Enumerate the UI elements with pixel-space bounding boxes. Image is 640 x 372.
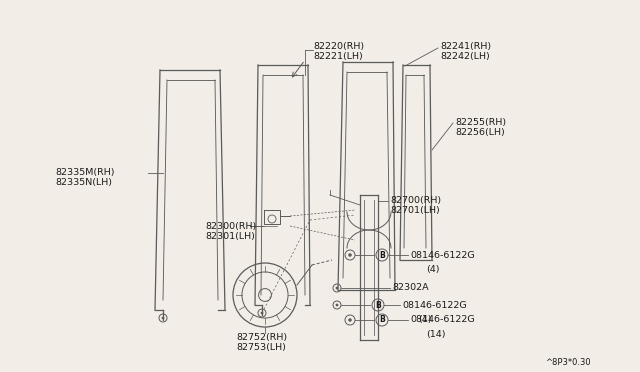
Circle shape [161, 317, 164, 320]
Text: 82335M(RH): 82335M(RH) [55, 168, 115, 177]
Circle shape [335, 304, 339, 307]
Text: B: B [379, 250, 385, 260]
Text: 08146-6122G: 08146-6122G [410, 250, 475, 260]
Circle shape [348, 318, 352, 322]
Text: 82220(RH): 82220(RH) [313, 42, 364, 51]
Text: 82752(RH): 82752(RH) [236, 333, 287, 342]
Text: (4): (4) [418, 315, 431, 324]
Text: (4): (4) [426, 265, 440, 274]
Text: 82300(RH): 82300(RH) [205, 222, 256, 231]
Text: ^8P3*0.30: ^8P3*0.30 [545, 358, 591, 367]
Text: B: B [375, 301, 381, 310]
Circle shape [260, 312, 264, 314]
Text: 82242(LH): 82242(LH) [440, 52, 490, 61]
Text: 08146-6122G: 08146-6122G [410, 315, 475, 324]
Text: 08146-6122G: 08146-6122G [402, 301, 467, 310]
Text: 82301(LH): 82301(LH) [205, 232, 255, 241]
Circle shape [335, 286, 339, 289]
Text: 82302A: 82302A [392, 283, 429, 292]
Text: 82255(RH): 82255(RH) [455, 118, 506, 127]
Text: 82753(LH): 82753(LH) [236, 343, 286, 352]
Text: 82335N(LH): 82335N(LH) [55, 178, 112, 187]
Text: 82241(RH): 82241(RH) [440, 42, 491, 51]
Text: B: B [379, 315, 385, 324]
Text: 82700(RH): 82700(RH) [390, 196, 441, 205]
Circle shape [348, 253, 352, 257]
Text: 82701(LH): 82701(LH) [390, 206, 440, 215]
Text: 82256(LH): 82256(LH) [455, 128, 505, 137]
Text: 82221(LH): 82221(LH) [313, 52, 363, 61]
Text: (14): (14) [426, 330, 445, 339]
